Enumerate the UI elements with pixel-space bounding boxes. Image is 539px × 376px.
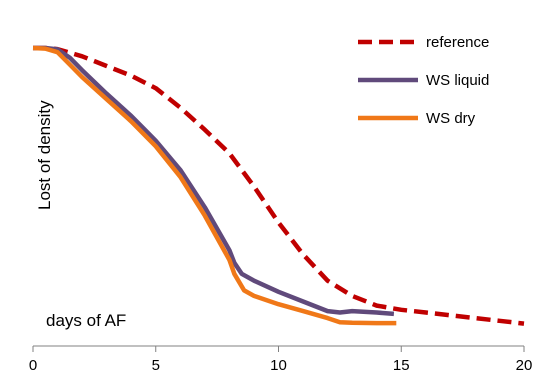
y-axis-title: Lost of density bbox=[35, 100, 54, 210]
series-line-ws-dry bbox=[32, 45, 397, 326]
series-line-ws-liquid bbox=[33, 45, 395, 317]
legend-label-ws-dry: WS dry bbox=[426, 110, 476, 127]
legend-layer: reference WS liquid WS dry bbox=[358, 34, 489, 127]
legend-label-ws-liquid: WS liquid bbox=[426, 72, 489, 89]
x-tick-label-15: 15 bbox=[393, 357, 410, 374]
axis-layer: 0 5 10 15 20 bbox=[29, 345, 533, 374]
x-tick-label-10: 10 bbox=[270, 357, 287, 374]
x-tick-label-0: 0 bbox=[29, 357, 37, 374]
series-line-reference bbox=[33, 45, 525, 326]
x-axis-title: days of AF bbox=[46, 311, 126, 330]
legend-label-reference: reference bbox=[426, 34, 489, 51]
x-tick-label-5: 5 bbox=[152, 357, 160, 374]
plot-layer bbox=[32, 45, 525, 326]
x-tick-label-20: 20 bbox=[516, 357, 533, 374]
